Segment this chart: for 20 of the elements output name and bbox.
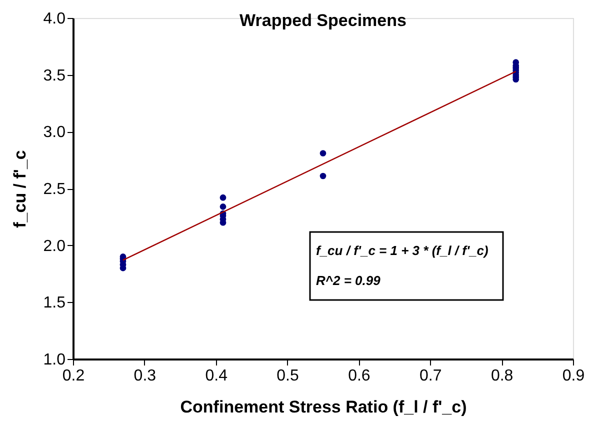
chart-title: Wrapped Specimens [240,11,406,30]
y-tick-label: 3.5 [43,67,66,84]
x-tick-label: 0.2 [62,368,85,384]
x-axis-title: Confinement Stress Ratio (f_l / f'_c) [180,398,467,416]
x-tick-label: 0.3 [134,368,156,384]
y-tick-label: 1.0 [43,352,66,368]
y-tick-label: 4.0 [43,10,66,28]
x-tick-label: 0.8 [490,368,514,384]
x-tick-label: 0.6 [348,368,370,384]
x-tick-label: 0.5 [276,368,300,384]
annotation: R^2 = 0.99 [316,273,382,288]
x-tick-label: 0.9 [562,368,585,384]
x-tick-label: 0.4 [205,368,228,384]
x-tick-label: 0.7 [420,368,442,384]
y-tick-label: 3.0 [43,124,66,142]
y-tick-label: 2.5 [43,181,66,198]
annotation: f_cu / f'_c = 1 + 3 * (f_l / f'_c) [316,243,488,258]
y-tick-label: 2.0 [43,238,66,255]
y-tick-label: 1.5 [43,294,66,312]
y-axis-title: f_cu / f'_c [10,150,30,228]
